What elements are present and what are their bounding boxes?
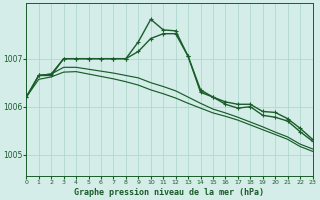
- X-axis label: Graphe pression niveau de la mer (hPa): Graphe pression niveau de la mer (hPa): [75, 188, 264, 197]
